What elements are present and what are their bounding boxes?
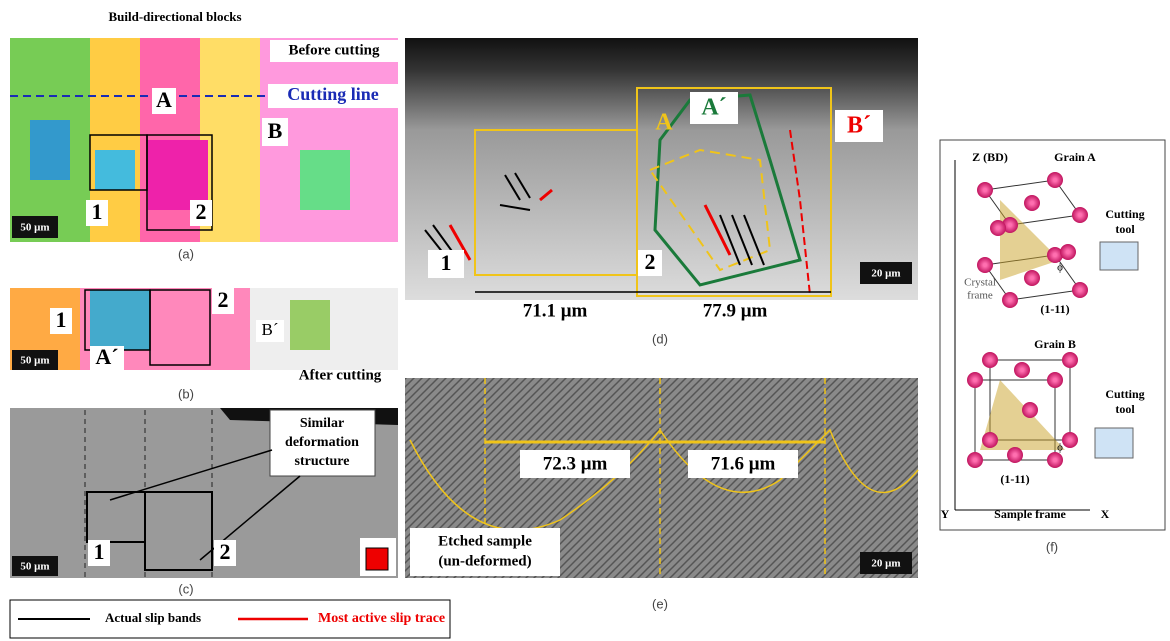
cutting-tool <box>1100 242 1138 270</box>
label: Crystal <box>964 277 996 289</box>
label: After cutting <box>299 367 382 383</box>
label: B´ <box>847 113 871 139</box>
label: B´ <box>262 320 279 339</box>
grain <box>290 300 330 350</box>
label: X <box>1101 507 1110 521</box>
dimension-label: 71.6 μm <box>711 453 776 474</box>
label: Z (BD) <box>972 150 1008 164</box>
label: Y <box>941 507 950 521</box>
label: 1 <box>441 250 452 275</box>
label: A´ <box>701 95 726 121</box>
label: 1 <box>92 199 103 224</box>
caption: (a) <box>178 246 194 261</box>
caption: (d) <box>652 331 668 346</box>
label: Etched sample <box>438 533 532 549</box>
label: 1 <box>56 307 67 332</box>
scale-bar: 50 μm <box>20 355 49 367</box>
label: Cutting <box>1105 207 1144 221</box>
panel-e: 72.3 μm 71.6 μm Etched sample (un-deform… <box>405 378 918 611</box>
dimension-label: 72.3 μm <box>543 453 608 474</box>
label: ϕ <box>1057 442 1063 454</box>
panel-a: Build-directional blocks Before cutting … <box>10 9 398 261</box>
panel-f: Z (BD) Grain A Cutting tool ϕ Crystal fr… <box>940 140 1165 554</box>
grain <box>90 290 150 350</box>
scale-bar: 50 μm <box>20 561 49 573</box>
panel-b: 1 2 A´ B´ 50 μm After cutting (b) <box>10 287 398 401</box>
caption: (e) <box>652 596 668 611</box>
label: tool <box>1115 402 1135 416</box>
label: frame <box>967 290 993 302</box>
dimension-label: 71.1 μm <box>523 300 588 321</box>
label: deformation <box>285 435 359 450</box>
legend-label: Actual slip bands <box>105 610 201 625</box>
scale-bar: 20 μm <box>871 268 900 280</box>
label: structure <box>295 454 350 469</box>
legend-label: Most active slip trace <box>318 611 445 626</box>
label: Build-directional blocks <box>108 9 241 24</box>
scale-bar: 50 μm <box>20 222 49 234</box>
label: Sample frame <box>994 507 1066 521</box>
legend: Actual slip bands Most active slip trace <box>10 600 450 638</box>
label: A <box>655 110 673 136</box>
cube-icon <box>366 548 388 570</box>
label: (un-deformed) <box>438 553 531 569</box>
label: (1-11) <box>1000 472 1029 486</box>
panel-d: 1 2 A A´ B´ 20 μm 71.1 μm 77.9 μm (d) <box>405 38 918 346</box>
label: Before cutting <box>289 42 380 58</box>
label: (1-11) <box>1040 302 1069 316</box>
label: ϕ <box>1057 262 1063 274</box>
caption: (b) <box>178 386 194 401</box>
grain <box>95 150 135 190</box>
label: Cutting <box>1105 387 1144 401</box>
dimension-label: 77.9 μm <box>703 300 768 321</box>
caption: (f) <box>1046 539 1058 554</box>
label: A <box>156 87 172 112</box>
figure: Build-directional blocks Before cutting … <box>0 0 1170 641</box>
label: Grain A <box>1054 150 1096 164</box>
label: 2 <box>196 199 207 224</box>
label: 2 <box>645 249 656 274</box>
panel-c: Similar deformation structure 1 2 50 μm … <box>10 408 398 596</box>
label: B <box>268 118 283 143</box>
label: Cutting line <box>287 84 379 104</box>
label: 2 <box>218 287 229 312</box>
label: 1 <box>94 539 105 564</box>
grain <box>30 120 70 180</box>
caption: (c) <box>178 581 193 596</box>
label: Grain B <box>1034 337 1076 351</box>
frame <box>940 140 1165 530</box>
label: 2 <box>220 539 231 564</box>
cutting-tool <box>1095 428 1133 458</box>
label: Similar <box>300 416 344 431</box>
grain <box>300 150 350 210</box>
label: tool <box>1115 222 1135 236</box>
scale-bar: 20 μm <box>871 558 900 570</box>
label: A´ <box>95 344 118 369</box>
